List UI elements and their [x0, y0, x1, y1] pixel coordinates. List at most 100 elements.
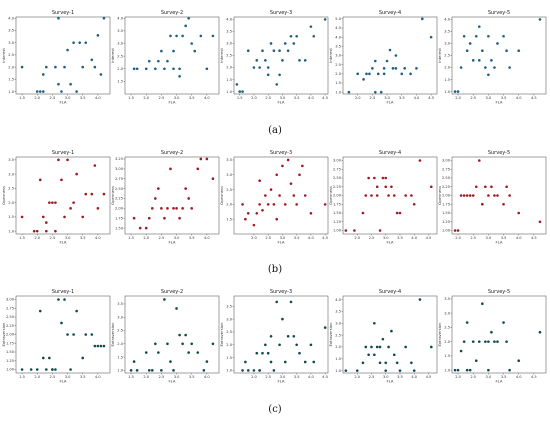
scatter-panel-3: Survey-3 1.5 2.0 2.5 3.0 3.5 4.0 4.5 1.0 1.5 2.0 2.… [219, 10, 329, 105]
y-tick-label: 2.75 [442, 167, 450, 171]
x-tick-label: 3.0 [280, 375, 286, 379]
data-point [502, 34, 505, 38]
y-tick-label: 3.0 [335, 54, 341, 58]
y-tick-label: 4.5 [335, 26, 341, 30]
x-tick-label: 3.5 [397, 236, 403, 240]
data-point [150, 369, 154, 372]
data-point [102, 344, 106, 348]
data-point [246, 49, 250, 52]
y-tick-label: 1.0 [8, 90, 14, 94]
y-axis-label: Openness [110, 186, 115, 205]
data-point [172, 49, 175, 53]
y-tick-label: 1.75 [115, 216, 123, 220]
x-tick-label: 2.5 [470, 375, 476, 379]
data-point [281, 59, 284, 62]
data-point [172, 67, 175, 71]
data-point [275, 217, 279, 221]
data-point [205, 67, 209, 71]
data-point [187, 197, 190, 200]
data-point [382, 67, 386, 70]
x-tick-label: 3.0 [486, 236, 492, 240]
data-point [430, 185, 433, 189]
data-point [387, 345, 390, 349]
data-point [199, 157, 203, 161]
x-axis-label: FLA [496, 100, 503, 105]
data-point [275, 300, 279, 304]
data-point [362, 78, 365, 81]
y-tick-label: 1.0 [226, 90, 232, 94]
data-point [163, 216, 166, 220]
data-point [99, 344, 103, 348]
data-point [51, 201, 54, 204]
data-point [75, 172, 78, 176]
data-point [344, 229, 348, 232]
data-point [465, 321, 469, 324]
x-tick-label: 2.5 [159, 236, 165, 240]
data-point [81, 215, 85, 219]
data-point [388, 48, 392, 52]
data-point [169, 167, 172, 171]
x-tick-label: 4.0 [204, 236, 210, 240]
data-point [456, 229, 460, 232]
plot-frame [233, 16, 329, 95]
data-point [172, 207, 175, 210]
data-point [493, 194, 496, 197]
y-tick-label: 2.5 [117, 54, 123, 58]
data-point [468, 194, 472, 197]
data-point [90, 58, 94, 62]
data-point [477, 340, 481, 343]
data-point [51, 368, 54, 371]
y-tick-label: 2.00 [333, 194, 342, 198]
data-point [266, 73, 270, 77]
x-tick-label: 3.0 [174, 236, 180, 240]
data-point [295, 34, 298, 38]
x-tick-label: 4.0 [204, 375, 210, 379]
data-point [187, 351, 190, 354]
data-point [312, 360, 316, 364]
data-point [132, 360, 136, 363]
data-point [364, 345, 368, 349]
y-tick-label: 2.5 [8, 53, 14, 57]
data-point [429, 35, 433, 39]
x-tick-label: 2.0 [455, 96, 461, 100]
y-tick-label: 1.50 [333, 211, 342, 215]
y-tick-label: 1.0 [444, 368, 450, 372]
data-point [266, 66, 270, 69]
data-point [246, 369, 250, 372]
x-tick-label: 3.0 [65, 236, 71, 240]
x-tick-label: 2.5 [265, 375, 271, 379]
data-point [418, 159, 422, 162]
panel-title: Survey-2 [161, 150, 183, 156]
data-point [517, 49, 521, 52]
y-axis-label: Interest [437, 48, 442, 63]
data-point [538, 220, 542, 224]
y-tick-label: 3.25 [115, 157, 123, 161]
data-point [384, 176, 388, 180]
data-point [538, 330, 542, 334]
data-point [375, 185, 379, 189]
data-point [278, 73, 281, 77]
data-point [32, 229, 36, 233]
data-point [60, 321, 63, 325]
data-point [196, 167, 200, 171]
data-point [481, 202, 484, 206]
scatter-panel-12: Survey-2 1.5 2.0 2.5 3.0 3.5 4.0 1.0 1.5 2.0 2.5 3.… [110, 289, 220, 384]
x-tick-label: 3.5 [397, 375, 403, 379]
x-axis-label: FLA [60, 100, 67, 105]
y-tick-label: 3.00 [333, 159, 342, 163]
data-point [144, 226, 148, 230]
data-point [154, 342, 157, 346]
data-point [96, 34, 100, 37]
data-point [63, 65, 66, 69]
x-tick-label: 2.0 [455, 236, 461, 240]
y-tick-label: 2.50 [333, 176, 342, 180]
data-point [474, 185, 478, 189]
data-point [278, 49, 281, 52]
data-point [517, 211, 521, 215]
data-point [301, 164, 304, 168]
y-tick-label: 2.0 [335, 72, 341, 76]
data-point [258, 66, 261, 69]
data-point [303, 360, 307, 364]
y-tick-label: 1.0 [117, 369, 123, 373]
